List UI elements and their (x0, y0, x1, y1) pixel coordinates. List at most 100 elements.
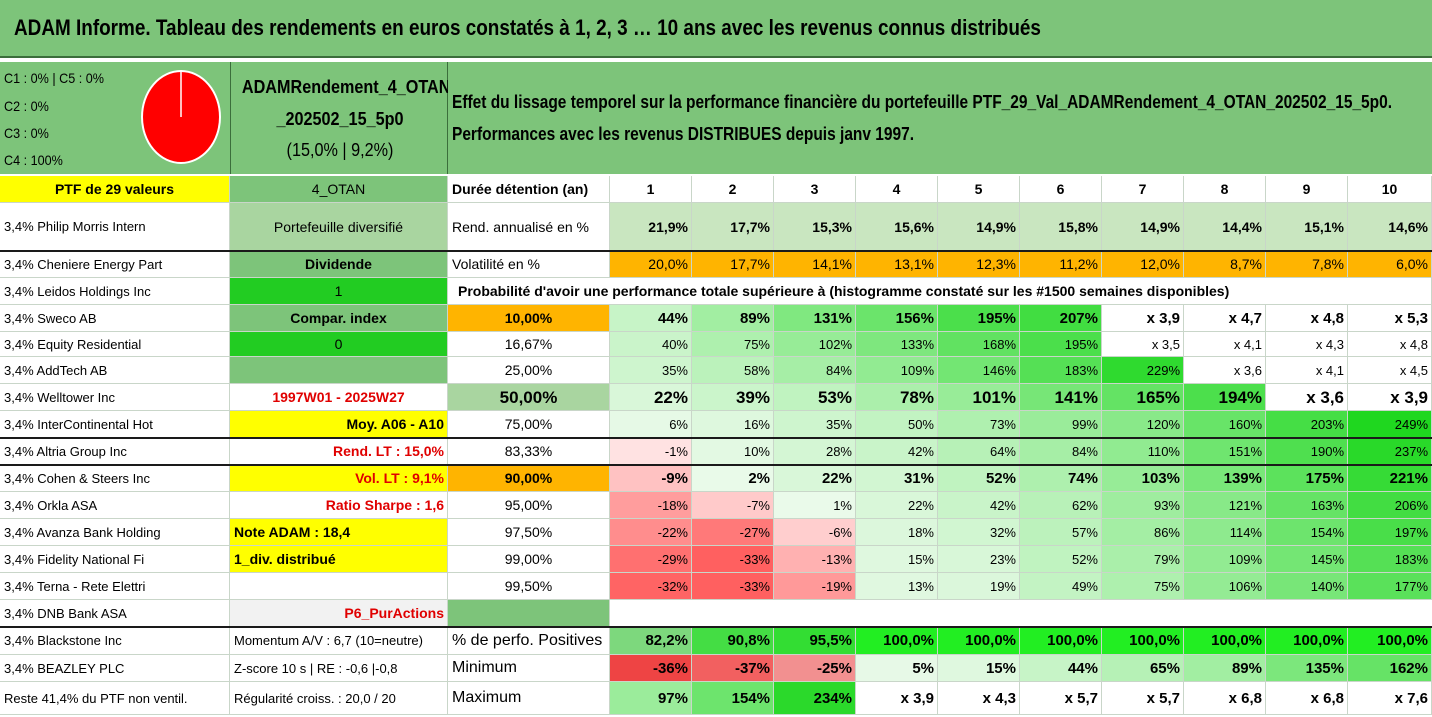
max-label: Maximum (448, 682, 610, 715)
proba-value: 183% (1348, 546, 1432, 573)
year-header: 4 (856, 176, 938, 203)
proba-value: 156% (856, 305, 938, 332)
min-value: -36% (610, 655, 692, 682)
proba-value: x 4,1 (1266, 357, 1348, 384)
proba-value: 110% (1102, 438, 1184, 465)
pos-value: 100,0% (1348, 627, 1432, 655)
info-cell: P6_PurActions (230, 600, 448, 627)
class-line: C1 : 0% | C5 : 0% (4, 70, 104, 86)
proba-level: 99,50% (448, 573, 610, 600)
proba-value: 1% (774, 492, 856, 519)
max-value: x 6,8 (1266, 682, 1348, 715)
vol-value: 11,2% (1020, 251, 1102, 278)
holding-item: 3,4% Blackstone Inc (0, 627, 230, 655)
holding-item: 3,4% Sweco AB (0, 305, 230, 332)
vol-value: 20,0% (610, 251, 692, 278)
table-row: 3,4% Welltower Inc 1997W01 - 2025W27 50,00… (0, 384, 1432, 411)
table-row: 3,4% Blackstone Inc Momentum A/V : 6,7 (1… (0, 627, 1432, 655)
proba-value: 28% (774, 438, 856, 465)
proba-level: 50,00% (448, 384, 610, 411)
pos-label: % de perfo. Positives (448, 627, 610, 655)
rend-value: 14,9% (938, 203, 1020, 251)
proba-value: 74% (1020, 465, 1102, 492)
proba-value: 42% (856, 438, 938, 465)
proba-level: 90,00% (448, 465, 610, 492)
holding-item: 3,4% Altria Group Inc (0, 438, 230, 465)
proba-value: -13% (774, 546, 856, 573)
proba-value: -33% (692, 573, 774, 600)
table-row: 3,4% Altria Group Inc Rend. LT : 15,0% 83,… (0, 438, 1432, 465)
max-value: 154% (692, 682, 774, 715)
class-line: C4 : 100% (4, 152, 63, 168)
spacer-cell (448, 600, 610, 627)
max-value: x 7,6 (1348, 682, 1432, 715)
proba-value: 23% (938, 546, 1020, 573)
proba-value: x 3,6 (1266, 384, 1348, 411)
proba-level: 83,33% (448, 438, 610, 465)
proba-value: 207% (1020, 305, 1102, 332)
year-header: 7 (1102, 176, 1184, 203)
info-cell: Dividende (230, 251, 448, 278)
proba-value: 249% (1348, 411, 1432, 438)
info-cell: Moy. A06 - A10 (230, 411, 448, 438)
proba-value: 52% (1020, 546, 1102, 573)
proba-value: 62% (1020, 492, 1102, 519)
min-value: 162% (1348, 655, 1432, 682)
table-row: 3,4% AddTech AB 25,00% 35% 58% 84% 109% 146% 18… (0, 357, 1432, 384)
proba-value: 160% (1184, 411, 1266, 438)
max-value: x 4,3 (938, 682, 1020, 715)
min-value: 89% (1184, 655, 1266, 682)
proba-value: 49% (1020, 573, 1102, 600)
max-value: x 5,7 (1020, 682, 1102, 715)
pos-value: 100,0% (1184, 627, 1266, 655)
proba-value: 39% (692, 384, 774, 411)
vol-value: 14,1% (774, 251, 856, 278)
proba-value: 40% (610, 332, 692, 357)
proba-value: 221% (1348, 465, 1432, 492)
min-value: -37% (692, 655, 774, 682)
proba-value: 190% (1266, 438, 1348, 465)
table-row: 3,4% BEAZLEY PLC Z-score 10 s | RE : -0,6… (0, 655, 1432, 682)
holding-item: 3,4% Terna - Rete Elettri (0, 573, 230, 600)
proba-value: -9% (610, 465, 692, 492)
table-row: 3,4% Terna - Rete Elettri 99,50% -32% -33% -… (0, 573, 1432, 600)
proba-value: 195% (938, 305, 1020, 332)
proba-value: x 3,5 (1102, 332, 1184, 357)
table-row: 3,4% Avanza Bank Holding Note ADAM : 18,4… (0, 519, 1432, 546)
proba-value: 99% (1020, 411, 1102, 438)
info-cell: Z-score 10 s | RE : -0,6 |-0,8 (230, 655, 448, 682)
holding-item: 3,4% AddTech AB (0, 357, 230, 384)
proba-value: 146% (938, 357, 1020, 384)
vol-value: 12,0% (1102, 251, 1184, 278)
holding-item: 3,4% Fidelity National Fi (0, 546, 230, 573)
holding-item: 3,4% Welltower Inc (0, 384, 230, 411)
proba-value: 31% (856, 465, 938, 492)
proba-value: 131% (774, 305, 856, 332)
proba-value: 120% (1102, 411, 1184, 438)
pos-value: 100,0% (856, 627, 938, 655)
vol-value: 8,7% (1184, 251, 1266, 278)
proba-value: 183% (1020, 357, 1102, 384)
proba-value: 52% (938, 465, 1020, 492)
year-header: 6 (1020, 176, 1102, 203)
year-header: 8 (1184, 176, 1266, 203)
year-header: 9 (1266, 176, 1348, 203)
rend-value: 14,9% (1102, 203, 1184, 251)
proba-value: -6% (774, 519, 856, 546)
class-line: C3 : 0% (4, 125, 49, 141)
holding-item: 3,4% DNB Bank ASA (0, 600, 230, 627)
proba-value: x 3,9 (1348, 384, 1432, 411)
duration-label: Durée détention (an) (448, 176, 610, 203)
table-row: 3,4% Philip Morris Intern Portefeuille di… (0, 203, 1432, 251)
proba-value: 10% (692, 438, 774, 465)
pos-value: 95,5% (774, 627, 856, 655)
proba-value: 32% (938, 519, 1020, 546)
proba-value: 57% (1020, 519, 1102, 546)
proba-value: 18% (856, 519, 938, 546)
info-cell: 1997W01 - 2025W27 (230, 384, 448, 411)
proba-value: 93% (1102, 492, 1184, 519)
row-separator (0, 437, 1432, 439)
proba-value: x 3,6 (1184, 357, 1266, 384)
max-value: x 5,7 (1102, 682, 1184, 715)
holding-item: 3,4% BEAZLEY PLC (0, 655, 230, 682)
